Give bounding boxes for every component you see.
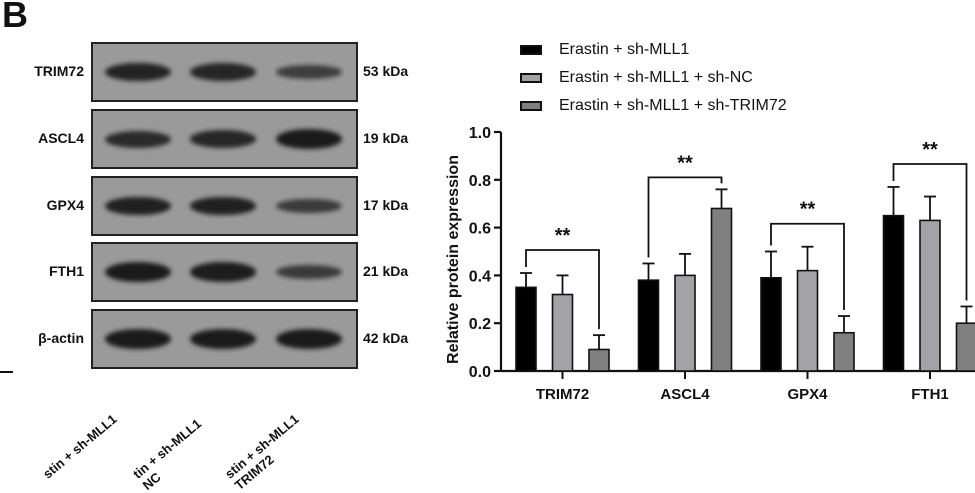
blot-protein-label: TRIM72 bbox=[0, 63, 84, 79]
y-tick-label: 0.8 bbox=[469, 173, 491, 190]
legend-swatch-icon bbox=[520, 73, 542, 83]
bar bbox=[516, 287, 536, 371]
y-tick-label: 0.0 bbox=[469, 364, 491, 381]
significance-bracket bbox=[894, 164, 967, 301]
protein-band bbox=[276, 65, 342, 78]
significance-marker: ** bbox=[555, 225, 571, 247]
x-tick-label: ASCL4 bbox=[660, 386, 710, 403]
x-tick-label: GPX4 bbox=[787, 386, 828, 403]
blot-kda-label: 53 kDa bbox=[363, 63, 408, 79]
legend-label: Erastin + sh-MLL1 bbox=[559, 41, 689, 59]
x-tick-label: FTH1 bbox=[911, 386, 949, 403]
bar bbox=[639, 280, 659, 371]
y-tick-label: 0.2 bbox=[469, 316, 491, 333]
divider-mark bbox=[0, 371, 13, 373]
blot-strip bbox=[91, 242, 358, 302]
y-tick-label: 1.0 bbox=[469, 125, 491, 142]
blot-kda-label: 21 kDa bbox=[363, 263, 408, 279]
legend-label: Erastin + sh-MLL1 + sh-NC bbox=[559, 69, 753, 87]
protein-band bbox=[105, 197, 171, 216]
protein-band bbox=[190, 63, 256, 81]
blot-kda-label: 42 kDa bbox=[363, 330, 408, 346]
chart-legend: Erastin + sh-MLL1 Erastin + sh-MLL1 + sh… bbox=[520, 36, 787, 120]
protein-band bbox=[276, 329, 342, 349]
significance-bracket bbox=[771, 224, 844, 310]
protein-band bbox=[105, 131, 171, 148]
bar bbox=[761, 278, 781, 371]
legend-swatch-icon bbox=[520, 101, 542, 111]
protein-band bbox=[276, 129, 342, 149]
blot-protein-label: β-actin bbox=[0, 330, 84, 346]
significance-bracket bbox=[649, 177, 722, 257]
protein-band bbox=[190, 329, 256, 349]
bar bbox=[712, 208, 732, 371]
significance-marker: ** bbox=[677, 152, 693, 174]
bar bbox=[920, 220, 940, 371]
significance-bracket bbox=[526, 250, 599, 329]
bar bbox=[589, 349, 609, 371]
bar bbox=[884, 216, 904, 371]
blot-protein-label: FTH1 bbox=[0, 263, 84, 279]
significance-marker: ** bbox=[922, 139, 938, 161]
legend-item: Erastin + sh-MLL1 bbox=[520, 36, 787, 64]
legend-item: Erastin + sh-MLL1 + sh-TRIM72 bbox=[520, 92, 787, 120]
lane-label: tin + sh-MLL1 NC bbox=[130, 416, 214, 493]
y-tick-label: 0.6 bbox=[469, 221, 491, 238]
legend-swatch-icon bbox=[520, 45, 542, 55]
blot-strip bbox=[91, 176, 358, 236]
protein-band bbox=[190, 262, 256, 281]
legend-item: Erastin + sh-MLL1 + sh-NC bbox=[520, 64, 787, 92]
x-tick-label: TRIM72 bbox=[536, 386, 589, 403]
bar bbox=[834, 333, 854, 371]
protein-band bbox=[276, 199, 342, 213]
protein-band bbox=[190, 130, 256, 148]
bar bbox=[675, 275, 695, 371]
blot-protein-label: GPX4 bbox=[0, 197, 84, 213]
protein-band bbox=[105, 63, 171, 81]
blot-protein-label: ASCL4 bbox=[0, 130, 84, 146]
blot-strip bbox=[91, 309, 358, 369]
blot-kda-label: 19 kDa bbox=[363, 130, 408, 146]
y-axis-label: Relative protein expression bbox=[445, 155, 462, 364]
blot-kda-label: 17 kDa bbox=[363, 197, 408, 213]
y-tick-label: 0.4 bbox=[469, 268, 491, 285]
protein-band bbox=[276, 265, 342, 279]
legend-label: Erastin + sh-MLL1 + sh-TRIM72 bbox=[559, 97, 787, 115]
blot-strip bbox=[91, 42, 358, 102]
protein-band bbox=[105, 262, 171, 282]
protein-band bbox=[190, 197, 256, 216]
lane-label: stin + sh-MLL1 TRIM72 bbox=[222, 411, 311, 493]
panel-letter: B bbox=[2, 0, 28, 36]
bar bbox=[798, 271, 818, 371]
bar bbox=[553, 295, 573, 371]
protein-band bbox=[105, 329, 171, 349]
significance-marker: ** bbox=[800, 199, 816, 221]
bar bbox=[957, 323, 975, 371]
blot-strip bbox=[91, 109, 358, 169]
